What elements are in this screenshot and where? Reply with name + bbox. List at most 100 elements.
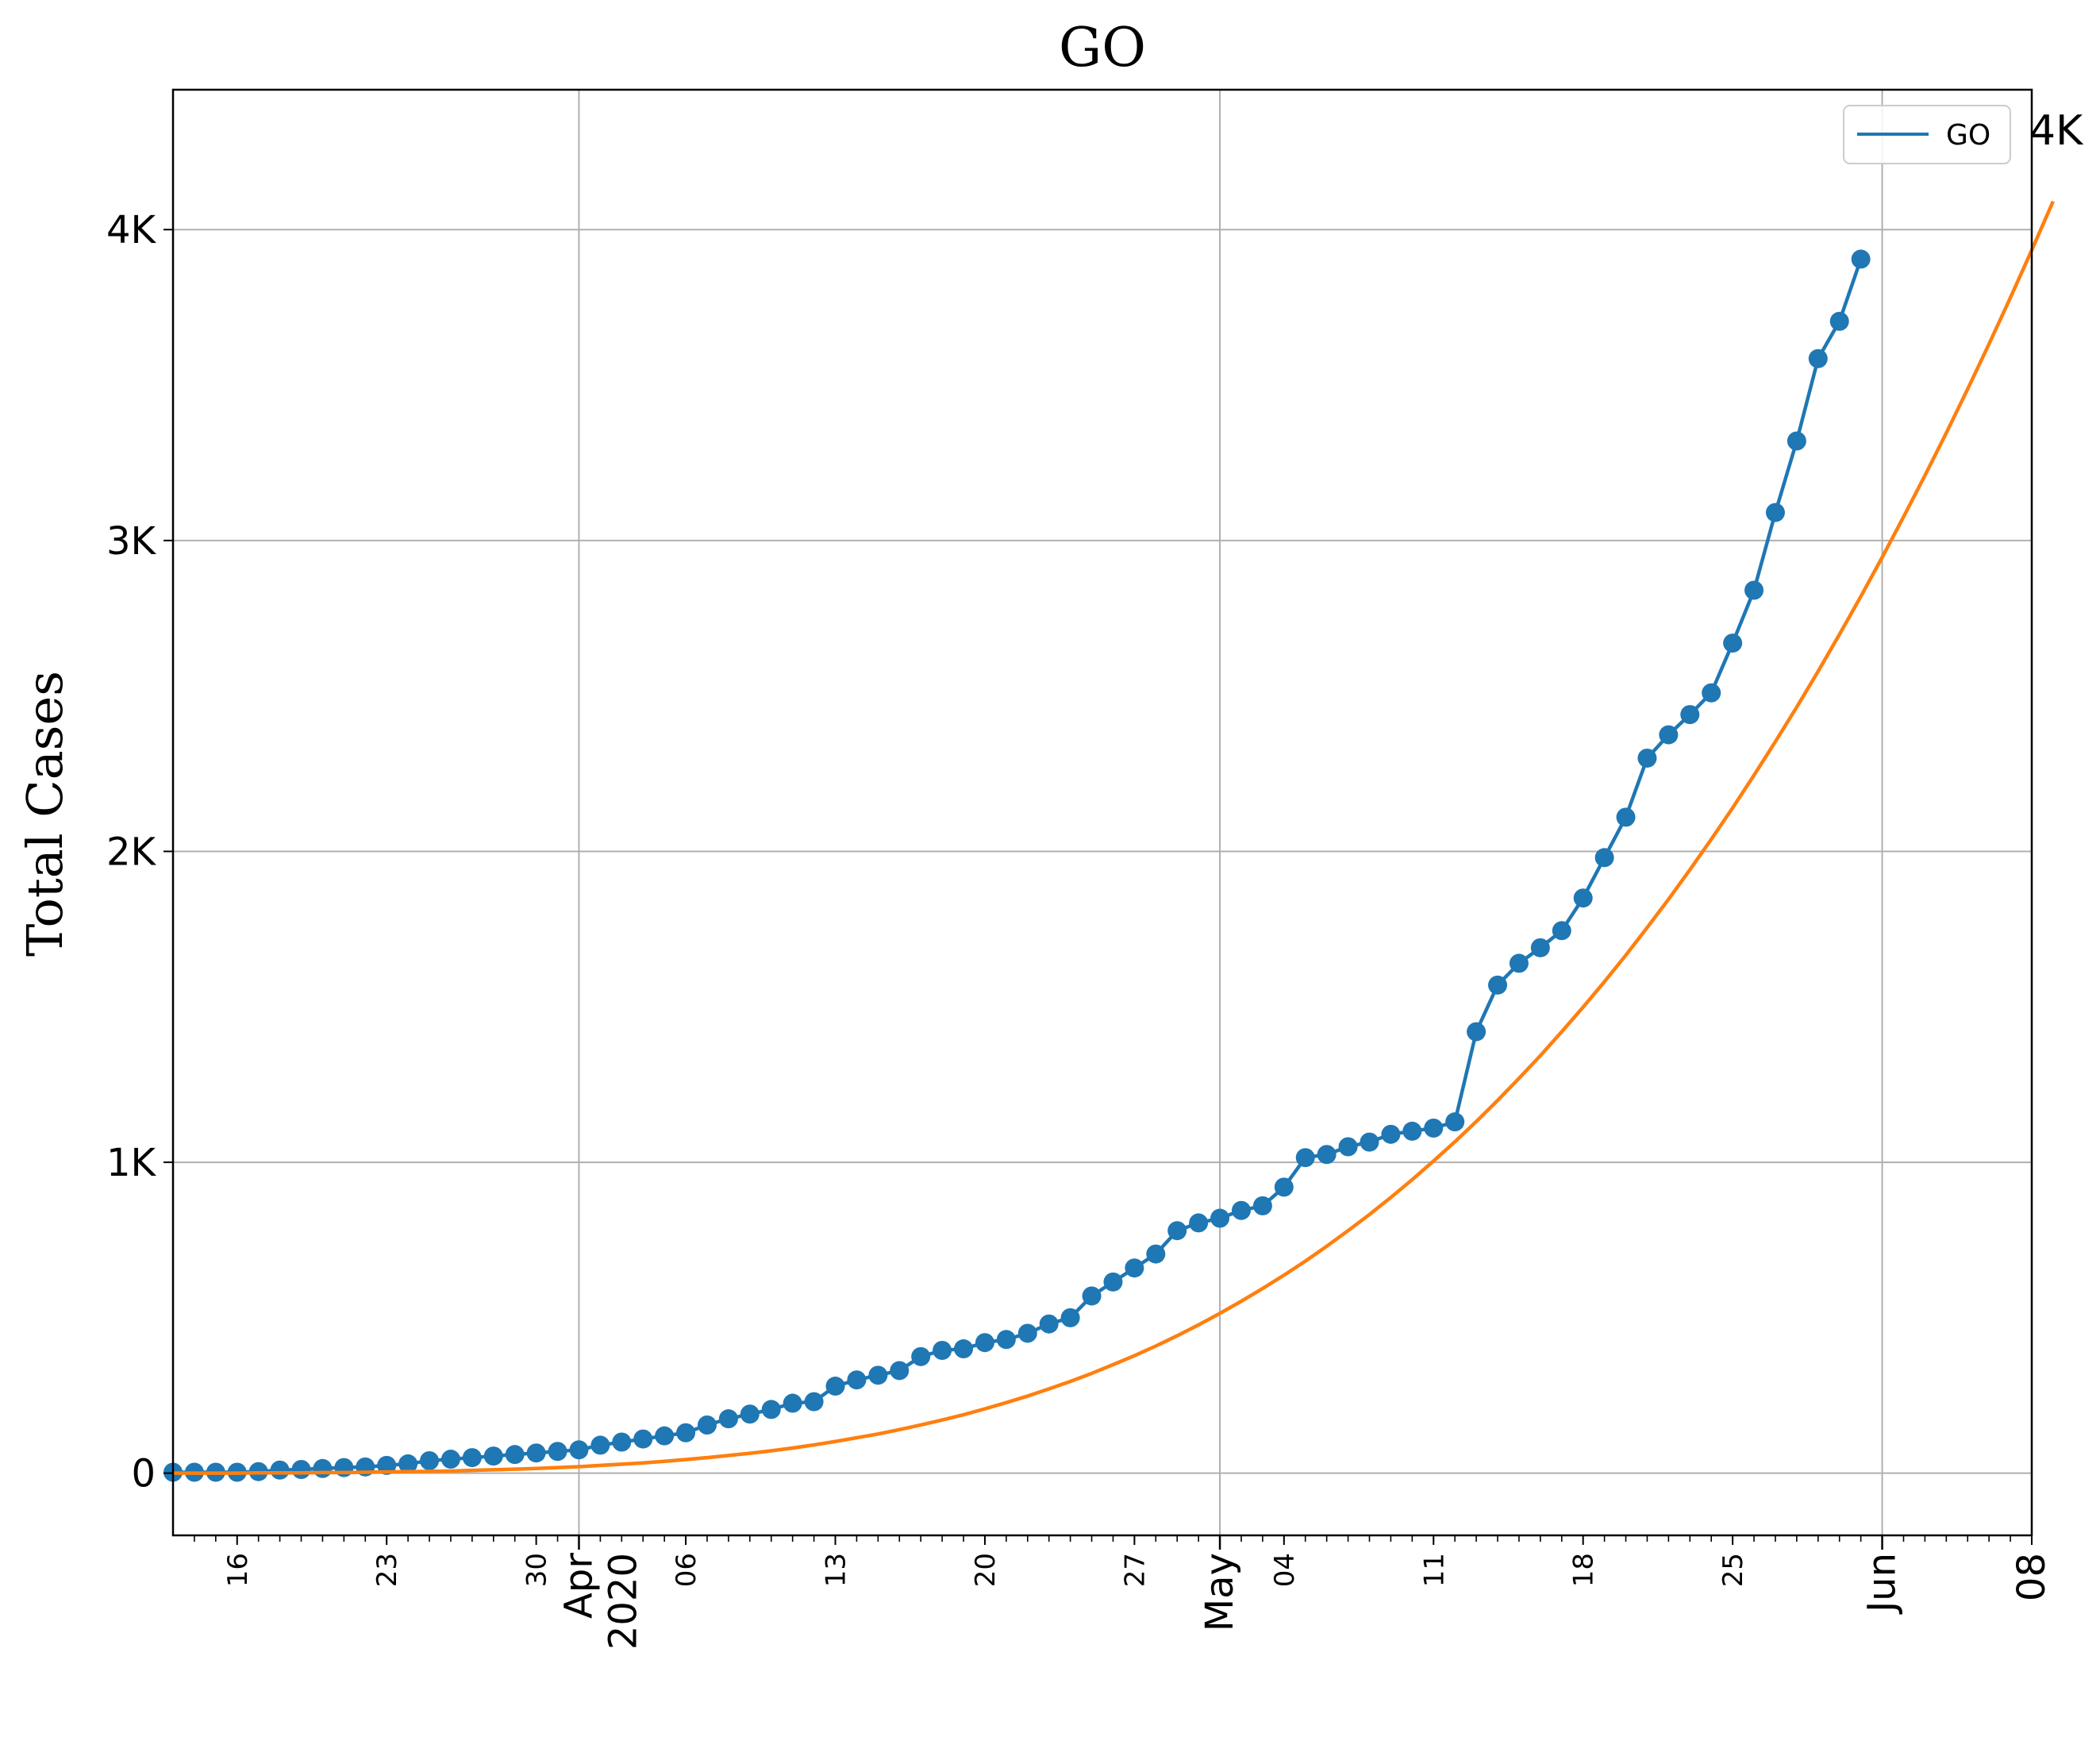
data-point	[440, 1450, 460, 1469]
fit-end-label: 4K	[2029, 107, 2084, 155]
data-point	[1573, 888, 1593, 908]
data-point	[890, 1361, 910, 1381]
data-point	[804, 1392, 824, 1412]
x-tick-label: 08	[2010, 1553, 2054, 1601]
data-point	[1274, 1177, 1294, 1197]
data-point	[612, 1432, 632, 1452]
data-point	[420, 1451, 440, 1471]
data-point	[1680, 705, 1700, 725]
x-tick-label: 23	[371, 1553, 403, 1587]
data-point	[1445, 1112, 1465, 1132]
data-point	[697, 1415, 717, 1435]
data-point	[1210, 1208, 1230, 1228]
y-tick-label: 1K	[106, 1141, 157, 1185]
data-point	[1039, 1314, 1059, 1334]
data-point	[1338, 1137, 1358, 1157]
data-point	[1125, 1258, 1144, 1278]
data-point	[1723, 634, 1743, 653]
data-point	[505, 1445, 525, 1465]
data-point	[1402, 1121, 1422, 1141]
x-tick-label: 16	[222, 1553, 254, 1587]
y-tick-label: 2K	[106, 830, 157, 874]
series-layer	[163, 200, 2055, 1482]
x-tick-label: 30	[521, 1553, 553, 1587]
data-point	[996, 1330, 1016, 1350]
data-point	[1765, 503, 1785, 522]
data-point	[313, 1458, 333, 1478]
data-point	[1146, 1244, 1166, 1264]
data-point	[526, 1443, 546, 1463]
data-point	[1167, 1221, 1187, 1241]
x-tick-label: 18	[1568, 1553, 1600, 1587]
data-point	[933, 1340, 952, 1360]
data-point	[1017, 1323, 1037, 1343]
data-point	[847, 1370, 867, 1390]
x-month-label: 2020	[601, 1553, 645, 1650]
data-point	[1659, 725, 1679, 745]
data-point	[783, 1393, 802, 1413]
data-point	[1829, 311, 1849, 331]
data-point	[676, 1423, 696, 1442]
x-tick-label: 04	[1269, 1553, 1301, 1587]
x-tick-label: 25	[1717, 1553, 1749, 1587]
data-point	[590, 1435, 610, 1455]
data-point	[1360, 1132, 1379, 1152]
data-point	[1552, 921, 1571, 941]
data-point	[1851, 249, 1871, 269]
data-point	[975, 1333, 994, 1353]
data-point	[761, 1400, 781, 1419]
data-point	[1103, 1272, 1123, 1292]
data-point	[1060, 1308, 1080, 1327]
data-point	[1530, 938, 1550, 957]
data-point	[655, 1426, 675, 1446]
x-tick-label: 13	[821, 1553, 852, 1587]
data-point	[911, 1346, 931, 1366]
legend: GO	[1843, 105, 2011, 164]
data-point	[398, 1454, 418, 1473]
x-month-label: Jun	[1860, 1553, 1905, 1615]
data-point	[1509, 953, 1529, 973]
y-axis-label: Total Cases	[16, 671, 74, 957]
data-point	[868, 1365, 888, 1385]
data-point	[1082, 1286, 1102, 1306]
data-point	[1594, 848, 1614, 868]
x-tick-label: 20	[970, 1553, 1002, 1587]
data-point	[718, 1409, 738, 1429]
data-point	[1808, 349, 1828, 368]
axis-ticks: 0 1K 2K 3K 4K 16 23 30 06 13 20 27 04 11 18 25 08 Apr 2020…	[106, 208, 2054, 1650]
data-point	[633, 1429, 653, 1449]
x-month-label: May	[1198, 1553, 1242, 1631]
data-point	[569, 1440, 589, 1460]
data-point	[270, 1460, 290, 1480]
data-point	[1295, 1148, 1315, 1168]
data-point	[1488, 975, 1508, 995]
data-point	[1317, 1145, 1337, 1165]
plot-frame	[171, 88, 2033, 1537]
data-point	[825, 1377, 845, 1396]
data-point	[483, 1446, 503, 1466]
y-tick-label: 3K	[106, 519, 157, 564]
x-tick-label: 06	[671, 1553, 702, 1587]
data-point	[1381, 1124, 1401, 1144]
legend-label-go: GO	[1946, 119, 1990, 152]
data-point	[548, 1442, 567, 1462]
data-point	[1467, 1022, 1487, 1042]
x-tick-label: 27	[1119, 1553, 1151, 1587]
data-point	[1637, 748, 1657, 768]
x-month-label: Apr	[556, 1553, 601, 1619]
x-tick-label: 11	[1418, 1553, 1450, 1587]
data-point	[954, 1339, 974, 1359]
chart-title: GO	[1059, 17, 1146, 79]
data-point	[1424, 1118, 1444, 1138]
data-point	[1702, 683, 1721, 703]
data-point	[1231, 1200, 1251, 1220]
data-point	[1252, 1196, 1272, 1215]
y-tick-label: 0	[131, 1452, 156, 1496]
grid	[173, 90, 2032, 1535]
data-point	[740, 1404, 760, 1424]
data-point	[1616, 807, 1636, 827]
data-point	[1189, 1213, 1209, 1233]
data-point	[291, 1459, 311, 1479]
